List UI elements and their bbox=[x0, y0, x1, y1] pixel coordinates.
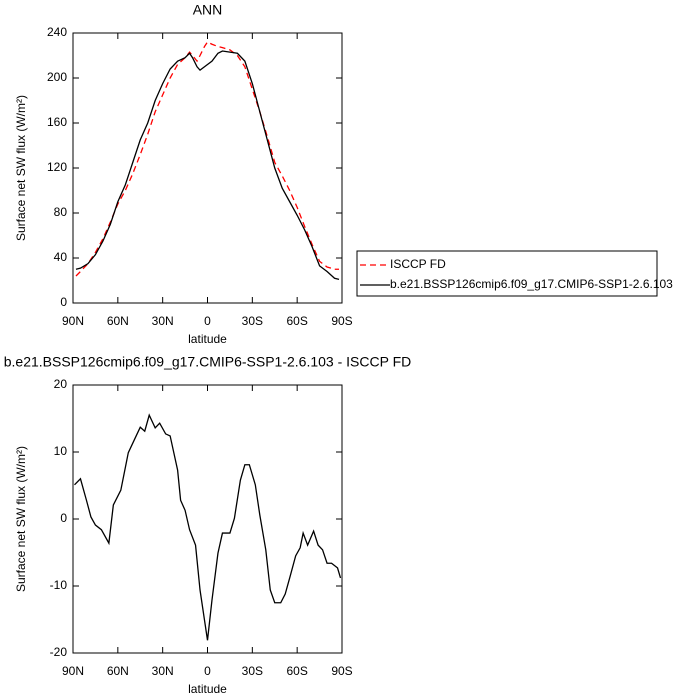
legend-label: ISCCP FD bbox=[390, 257, 446, 271]
data-line bbox=[75, 50, 340, 281]
y-axis-label: Surface net SW flux (W/m²) bbox=[14, 446, 28, 592]
x-tick-label: 0 bbox=[204, 664, 211, 678]
y-tick-label: 200 bbox=[47, 70, 67, 84]
y-tick-label: 40 bbox=[54, 250, 68, 264]
y-tick-label: -10 bbox=[50, 578, 68, 592]
y-tick-label: -20 bbox=[50, 645, 68, 659]
plot-frame bbox=[72, 32, 343, 304]
x-axis-label: latitude bbox=[188, 682, 227, 696]
y-tick-label: 120 bbox=[47, 160, 67, 174]
chart-title: ANN bbox=[193, 2, 223, 18]
y-tick-label: 0 bbox=[60, 295, 67, 309]
y-tick-label: 160 bbox=[47, 115, 67, 129]
x-tick-label: 60N bbox=[107, 314, 129, 328]
x-tick-label: 60N bbox=[107, 664, 129, 678]
y-tick-label: 80 bbox=[54, 205, 68, 219]
x-tick-label: 90N bbox=[62, 314, 84, 328]
legend-box bbox=[356, 250, 658, 297]
x-tick-label: 30N bbox=[152, 664, 174, 678]
x-tick-label: 60S bbox=[286, 314, 307, 328]
x-tick-label: 30N bbox=[152, 314, 174, 328]
x-tick-label: 30S bbox=[242, 664, 263, 678]
y-tick-label: 10 bbox=[54, 444, 68, 458]
plot-frame bbox=[72, 384, 343, 654]
y-tick-label: 20 bbox=[54, 377, 68, 391]
x-tick-label: 0 bbox=[204, 314, 211, 328]
legend-label: b.e21.BSSP126cmip6.f09_g17.CMIP6-SSP1-2.… bbox=[390, 277, 673, 291]
y-tick-label: 0 bbox=[60, 511, 67, 525]
data-line bbox=[74, 413, 342, 641]
x-tick-label: 30S bbox=[242, 314, 263, 328]
y-tick-label: 240 bbox=[47, 25, 67, 39]
data-line bbox=[75, 41, 340, 277]
chart-title: b.e21.BSSP126cmip6.f09_g17.CMIP6-SSP1-2.… bbox=[4, 354, 412, 370]
y-axis-label: Surface net SW flux (W/m²) bbox=[14, 95, 28, 241]
x-tick-label: 60S bbox=[286, 664, 307, 678]
x-tick-label: 90N bbox=[62, 664, 84, 678]
x-tick-label: 90S bbox=[331, 314, 352, 328]
x-tick-label: 90S bbox=[331, 664, 352, 678]
x-axis-label: latitude bbox=[188, 332, 227, 346]
